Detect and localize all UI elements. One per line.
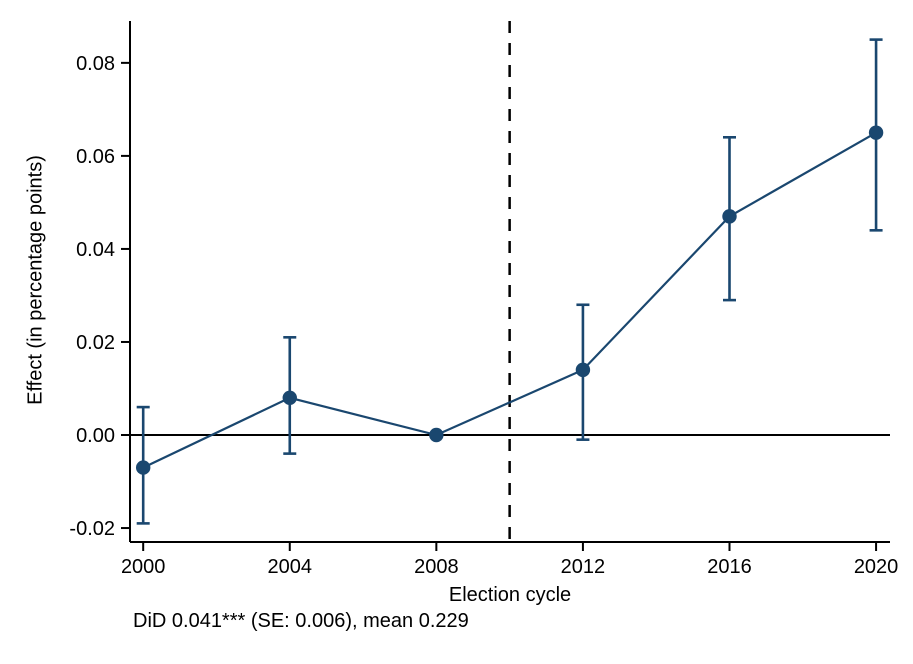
y-tick-label: -0.02 (69, 518, 115, 540)
x-tick-label: 2008 (414, 556, 459, 578)
data-point-marker (722, 209, 737, 224)
y-tick-label: 0.08 (76, 53, 115, 75)
series-line (142, 131, 877, 469)
data-point-marker (135, 460, 151, 475)
x-axis-title: Election cycle (448, 584, 572, 606)
y-tick-label: 0.04 (76, 239, 115, 261)
x-tick-label: 2016 (707, 556, 752, 578)
y-tick-label: 0.06 (76, 146, 115, 168)
y-tick-label: 0.00 (76, 425, 115, 447)
data-point-marker (429, 427, 444, 443)
data-point-marker (575, 362, 591, 378)
y-tick-label: 0.02 (76, 332, 115, 354)
did-estimate-caption: DiD 0.041*** (SE: 0.006), mean 0.229 (133, 610, 469, 632)
x-tick-label: 2000 (121, 556, 166, 578)
data-point-marker (868, 125, 884, 140)
data-point-marker (282, 390, 297, 405)
x-tick-label: 2004 (268, 556, 313, 578)
x-tick-label: 2012 (561, 556, 606, 578)
y-axis-title: Effect (in percentage points) (24, 155, 47, 405)
x-tick-label: 2020 (854, 556, 899, 578)
